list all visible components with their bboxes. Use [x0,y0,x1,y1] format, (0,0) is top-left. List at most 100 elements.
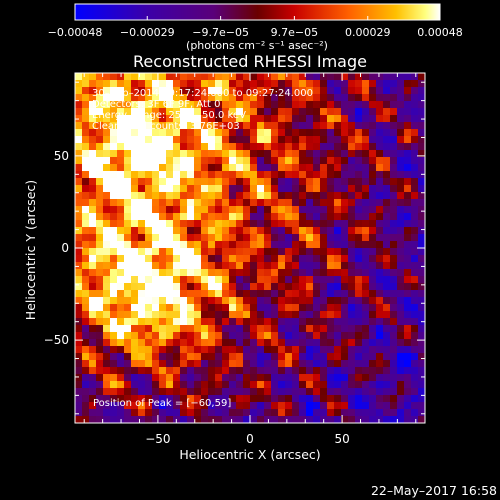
heatmap-pixel [390,213,398,221]
heatmap-pixel [257,402,265,410]
heatmap-pixel [110,304,118,312]
heatmap-pixel [208,164,216,172]
heatmap-pixel [194,101,202,109]
heatmap-pixel [383,129,391,137]
heatmap-pixel [243,374,251,382]
heatmap-pixel [131,115,139,123]
heatmap-pixel [264,108,272,116]
heatmap-pixel [369,87,377,95]
heatmap-pixel [138,220,146,228]
heatmap-pixel [383,136,391,144]
heatmap-pixel [187,374,195,382]
heatmap-pixel [103,108,111,116]
heatmap-pixel [208,80,216,88]
heatmap-pixel [131,178,139,186]
heatmap-pixel [75,367,83,375]
heatmap-pixel [82,409,90,417]
heatmap-pixel [208,353,216,361]
heatmap-pixel [383,318,391,326]
heatmap-pixel [376,318,384,326]
heatmap-pixel [208,290,216,298]
heatmap-pixel [222,269,230,277]
heatmap-pixel [236,297,244,305]
heatmap-pixel [278,150,286,158]
heatmap-pixel [187,255,195,263]
heatmap-pixel [138,101,146,109]
heatmap-pixel [369,339,377,347]
heatmap-pixel [96,241,104,249]
heatmap-pixel [341,220,349,228]
heatmap-pixel [194,318,202,326]
heatmap-pixel [327,143,335,151]
heatmap-pixel [250,381,258,389]
heatmap-pixel [159,339,167,347]
heatmap-pixel [264,192,272,200]
heatmap-pixel [306,115,314,123]
heatmap-pixel [187,297,195,305]
heatmap-pixel [257,227,265,235]
heatmap-pixel [152,185,160,193]
heatmap-pixel [376,381,384,389]
heatmap-pixel [82,87,90,95]
heatmap-pixel [110,94,118,102]
heatmap-pixel [313,325,321,333]
heatmap-pixel [362,108,370,116]
heatmap-pixel [397,122,405,130]
heatmap-pixel [257,73,265,81]
heatmap-pixel [355,297,363,305]
heatmap-pixel [250,409,258,417]
heatmap-pixel [166,318,174,326]
heatmap-pixel [194,164,202,172]
heatmap-pixel [208,136,216,144]
heatmap-pixel [138,157,146,165]
heatmap-pixel [348,402,356,410]
heatmap-pixel [243,213,251,221]
heatmap-pixel [355,311,363,319]
heatmap-pixel [117,339,125,347]
heatmap-pixel [180,255,188,263]
heatmap-pixel [124,353,132,361]
heatmap-pixel [271,353,279,361]
heatmap-pixel [411,416,419,423]
heatmap-pixel [320,80,328,88]
heatmap-pixel [411,73,419,81]
heatmap-pixel [131,318,139,326]
heatmap-pixel [341,339,349,347]
heatmap-pixel [89,171,97,179]
heatmap-pixel [334,269,342,277]
heatmap-pixel [215,304,223,312]
heatmap-pixel [348,381,356,389]
heatmap-pixel [320,213,328,221]
heatmap-pixel [180,276,188,284]
heatmap-pixel [306,122,314,130]
heatmap-pixel [229,297,237,305]
heatmap-pixel [320,402,328,410]
heatmap-pixel [327,297,335,305]
heatmap-pixel [215,227,223,235]
heatmap-pixel [159,164,167,172]
heatmap-pixel [138,234,146,242]
heatmap-pixel [348,101,356,109]
heatmap-pixel [306,416,314,423]
heatmap-pixel [376,367,384,375]
heatmap-pixel [299,409,307,417]
heatmap-pixel [131,409,139,417]
heatmap-pixel [376,297,384,305]
heatmap-pixel [159,199,167,207]
heatmap-pixel [306,409,314,417]
heatmap-pixel [124,311,132,319]
heatmap-pixel [292,283,300,291]
heatmap-pixel [75,248,83,256]
heatmap-pixel [173,206,181,214]
heatmap-pixel [131,402,139,410]
heatmap-pixel [348,255,356,263]
heatmap-pixel [110,101,118,109]
heatmap-pixel [264,290,272,298]
heatmap-pixel [89,234,97,242]
heatmap-pixel [131,255,139,263]
heatmap-pixel [152,276,160,284]
heatmap-pixel [194,248,202,256]
heatmap-pixel [110,136,118,144]
heatmap-pixel [355,192,363,200]
heatmap-pixel [376,87,384,95]
